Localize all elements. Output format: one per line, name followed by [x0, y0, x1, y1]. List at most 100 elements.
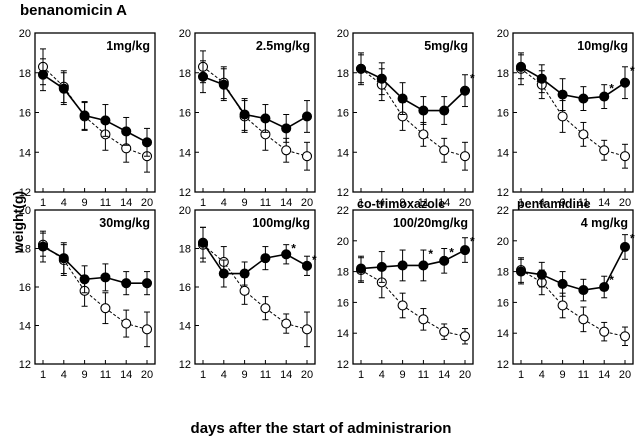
x-tick-label: 14 — [280, 197, 292, 209]
treated-data-point — [281, 123, 292, 134]
y-tick-label: 20 — [337, 28, 349, 40]
y-tick-label: 12 — [337, 187, 349, 199]
x-tick-label: 11 — [100, 369, 111, 381]
treated-data-point — [536, 269, 547, 280]
x-tick-label: 9 — [560, 369, 566, 381]
control-data-point — [141, 324, 153, 335]
treated-data-point — [459, 85, 471, 96]
significance-marker: * — [470, 235, 475, 249]
x-tick-label: 1 — [518, 369, 524, 381]
control-data-point — [439, 326, 450, 337]
x-tick-label: 14 — [120, 197, 132, 209]
x-tick-label: 20 — [301, 197, 313, 209]
control-series-line — [202, 66, 308, 157]
x-tick-label: 1 — [200, 369, 206, 381]
y-tick-label: 14 — [337, 328, 349, 340]
treated-data-point — [260, 253, 271, 264]
treated-data-point — [281, 249, 292, 260]
control-data-point — [619, 151, 631, 162]
treated-data-point — [557, 89, 568, 100]
treated-data-point — [578, 285, 589, 296]
treated-data-point — [578, 93, 589, 104]
plot-frame — [512, 32, 634, 193]
x-tick-label: 9 — [82, 369, 88, 381]
control-series-line — [42, 66, 148, 157]
treated-data-point — [619, 77, 631, 88]
control-data-point — [281, 318, 292, 329]
control-data-point — [557, 111, 568, 122]
x-tick-label: 4 — [221, 369, 227, 381]
x-tick-label: 20 — [141, 369, 153, 381]
plot-frame — [352, 32, 474, 193]
y-tick-label: 22 — [497, 205, 509, 217]
panel-drug-title: pentamidine — [517, 197, 591, 211]
x-tick-label: 20 — [301, 369, 313, 381]
x-tick-label: 4 — [379, 369, 385, 381]
x-tick-label: 11 — [418, 369, 429, 381]
panel-dose-label: 4 mg/kg — [581, 216, 628, 230]
treated-series-line — [42, 74, 148, 144]
y-tick-label: 14 — [179, 321, 191, 333]
x-tick-label: 11 — [260, 197, 271, 209]
panel-dose-label: 100mg/kg — [252, 216, 310, 230]
treated-data-point — [100, 115, 111, 126]
treated-data-point — [536, 73, 547, 84]
y-tick-label: 18 — [337, 68, 349, 80]
treated-data-point — [141, 137, 153, 148]
y-tick-label: 18 — [497, 267, 509, 279]
x-tick-label: 11 — [418, 197, 429, 209]
treated-data-point — [355, 63, 367, 74]
control-data-point — [578, 314, 589, 325]
control-data-point — [418, 129, 429, 140]
x-tick-label: 14 — [598, 369, 610, 381]
plot-frame — [352, 209, 474, 365]
x-tick-label: 9 — [82, 197, 88, 209]
significance-marker: * — [291, 242, 296, 256]
x-tick-label: 11 — [100, 197, 111, 209]
panel-drug-title: co-trimoxazole — [357, 197, 445, 211]
y-tick-label: 22 — [337, 205, 349, 217]
control-data-point — [121, 318, 132, 329]
control-data-point — [239, 285, 250, 296]
control-data-point — [459, 331, 471, 342]
treated-data-point — [515, 61, 527, 72]
treated-data-point — [121, 126, 132, 137]
x-tick-label: 14 — [598, 197, 610, 209]
panel-dose-label: 100/20mg/kg — [393, 216, 468, 230]
plot-frame — [194, 32, 316, 193]
control-data-point — [599, 145, 610, 156]
control-data-point — [260, 303, 271, 314]
treated-data-point — [599, 281, 610, 293]
x-tick-label: 14 — [280, 369, 292, 381]
treated-data-point — [79, 274, 90, 285]
x-tick-label: 4 — [221, 197, 227, 209]
treated-data-point — [619, 241, 631, 253]
x-tick-label: 1 — [40, 369, 46, 381]
x-tick-label: 9 — [400, 369, 406, 381]
treated-data-point — [376, 73, 387, 84]
y-tick-label: 12 — [179, 359, 191, 371]
x-tick-label: 1 — [358, 369, 364, 381]
treated-data-point — [100, 272, 111, 283]
y-tick-label: 16 — [19, 108, 31, 120]
control-data-point — [599, 326, 610, 337]
control-data-point — [301, 151, 313, 162]
significance-marker: * — [312, 253, 317, 267]
panel-dose-label: 30mg/kg — [99, 216, 150, 230]
y-tick-label: 16 — [337, 108, 349, 120]
x-tick-label: 4 — [61, 197, 67, 209]
y-tick-label: 12 — [497, 187, 509, 199]
y-tick-label: 20 — [497, 236, 509, 248]
treated-data-point — [355, 263, 367, 274]
y-tick-label: 14 — [497, 328, 509, 340]
panel-dose-label: 1mg/kg — [106, 39, 150, 53]
x-tick-label: 11 — [260, 369, 271, 381]
y-tick-label: 14 — [497, 147, 509, 159]
control-data-point — [281, 145, 292, 156]
y-tick-label: 18 — [179, 244, 191, 256]
y-tick-label: 18 — [19, 244, 31, 256]
